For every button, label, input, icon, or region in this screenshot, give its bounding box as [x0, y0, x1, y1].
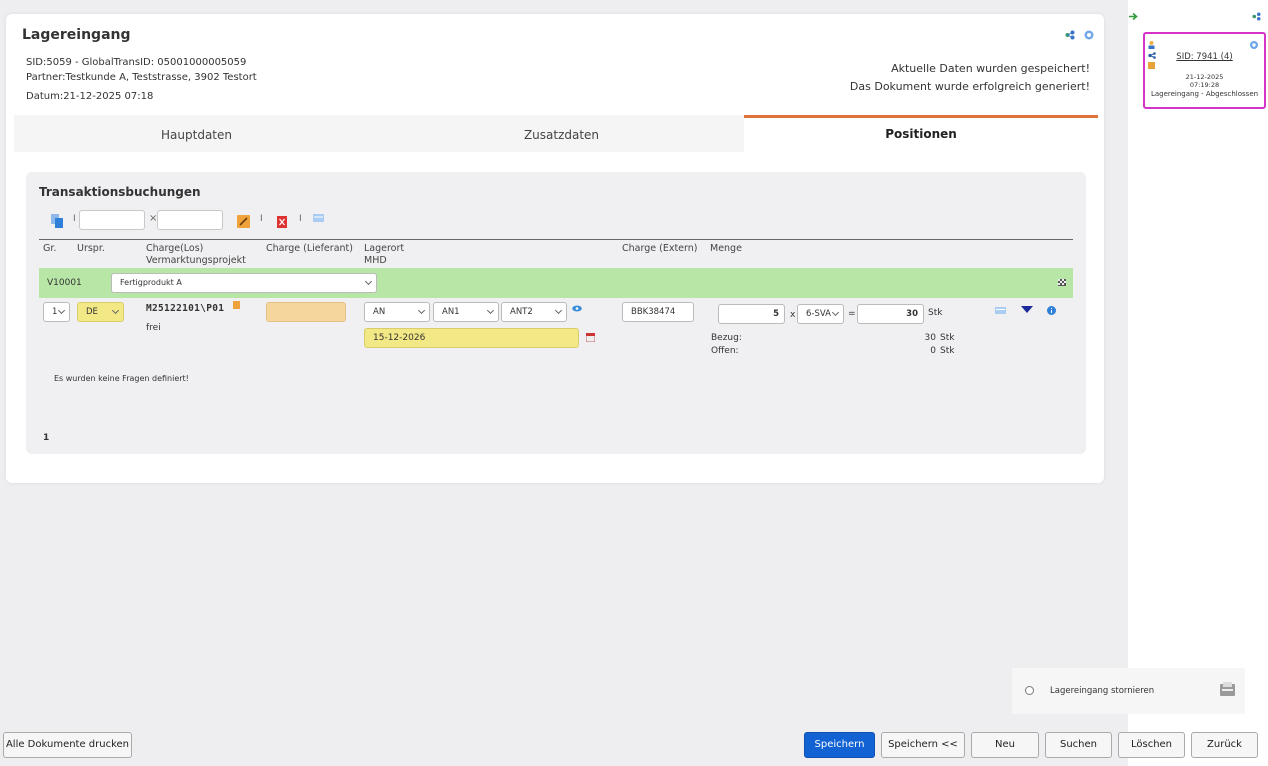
history-status: Lagereingang - Abgeschlossen	[1150, 90, 1259, 98]
cancel-receipt-label: Lagereingang stornieren	[1050, 686, 1155, 696]
checkered-flag-icon[interactable]	[1058, 279, 1066, 286]
col-vermarktungsprojekt: Vermarktungsprojekt	[146, 255, 246, 266]
delete-button[interactable]: Löschen	[1118, 732, 1185, 758]
refresh-icon[interactable]	[1250, 41, 1258, 49]
col-urspr: Urspr.	[77, 243, 105, 254]
offen-value: 0	[930, 346, 936, 356]
bezug-label: Bezug:	[711, 333, 742, 343]
triangle-down-icon[interactable]	[1021, 306, 1033, 313]
cancel-receipt-panel: Lagereingang stornieren	[1012, 668, 1245, 714]
save-and-back-button[interactable]: Speichern <<	[881, 732, 965, 758]
header-divider	[39, 239, 1073, 240]
product-select[interactable]: Fertigprodukt A	[111, 273, 377, 293]
refresh-icon[interactable]	[1084, 30, 1094, 40]
eye-icon[interactable]	[572, 305, 582, 312]
equals-sign: =	[848, 309, 856, 319]
total-input[interactable]: 30	[857, 304, 924, 324]
toolbar-separator: I	[73, 214, 76, 224]
offen-label: Offen:	[711, 346, 739, 356]
history-sidebar: SID: 7941 (4) 21-12-2025 07:19:28 Lagere…	[1128, 0, 1268, 766]
search-button[interactable]: Suchen	[1045, 732, 1112, 758]
bezug-uom: Stk	[940, 333, 955, 343]
back-button[interactable]: Zurück	[1191, 732, 1258, 758]
cancel-receipt-radio[interactable]	[1025, 686, 1034, 695]
bezug-value: 30	[924, 333, 936, 343]
multiply-sign: x	[790, 310, 796, 320]
box-icon	[1148, 62, 1155, 69]
main-card: Lagereingang SID:5059 - GlobalTransID: 0…	[6, 14, 1104, 483]
card-icon[interactable]	[313, 214, 324, 222]
col-charge-lieferant: Charge (Lieferant)	[266, 243, 353, 254]
col-lagerort: Lagerort	[364, 243, 405, 254]
calendar-icon[interactable]	[586, 333, 595, 342]
page-title: Lagereingang	[22, 27, 131, 43]
charge-los-value: M25122101\P01	[146, 303, 225, 314]
charge-status: frei	[146, 323, 161, 333]
tab-positionen[interactable]: Positionen	[744, 115, 1098, 152]
bookmark-icon[interactable]	[233, 301, 240, 309]
panel-title: Transaktionsbuchungen	[39, 185, 201, 199]
offen-uom: Stk	[940, 346, 955, 356]
col-charge-extern: Charge (Extern)	[622, 243, 698, 254]
tab-zusatzdaten[interactable]: Zusatzdaten	[379, 115, 744, 152]
quantity-input[interactable]: 5	[718, 304, 785, 324]
arrow-right-icon[interactable]	[1129, 13, 1138, 20]
unit-select[interactable]: 6-SVA	[797, 304, 844, 324]
info-icon[interactable]	[1047, 306, 1056, 315]
toolbar-input-1[interactable]	[79, 210, 145, 230]
toolbar-input-2[interactable]	[157, 210, 223, 230]
delete-icon[interactable]	[277, 215, 287, 228]
edit-icon[interactable]	[237, 215, 250, 228]
no-questions-text: Es wurden keine Fragen definiert!	[54, 374, 189, 383]
group-row: V10001 Fertigprodukt A	[39, 268, 1073, 298]
lagerort-select-1[interactable]: AN	[364, 302, 430, 322]
col-menge: Menge	[710, 243, 742, 254]
origin-select[interactable]: DE	[77, 302, 124, 322]
status-message-saved: Aktuelle Daten wurden gespeichert!	[891, 62, 1090, 75]
transactions-panel: Transaktionsbuchungen I × I I Gr. Urspr.…	[26, 172, 1086, 454]
sid-line: SID:5059 - GlobalTransID: 05001000005059	[26, 57, 247, 68]
charge-extern-input[interactable]: BBK38474	[622, 302, 694, 322]
status-message-generated: Das Dokument wurde erfolgreich generiert…	[849, 80, 1090, 93]
col-mhd: MHD	[364, 255, 387, 266]
col-gr: Gr.	[43, 243, 57, 254]
cancel-document-icon[interactable]	[1219, 682, 1236, 697]
user-icon	[1148, 41, 1155, 49]
share-icon[interactable]	[1065, 30, 1075, 40]
partner-line: Partner:Testkunde A, Teststrasse, 3902 T…	[26, 72, 257, 83]
gr-select[interactable]: 1	[43, 302, 70, 322]
new-button[interactable]: Neu	[971, 732, 1039, 758]
lagerort-select-3[interactable]: ANT2	[501, 302, 567, 322]
tab-hauptdaten[interactable]: Hauptdaten	[14, 115, 379, 152]
history-date: 21-12-2025	[1185, 73, 1224, 81]
sid-link[interactable]: SID: 7941 (4)	[1176, 52, 1233, 62]
share-icon	[1148, 52, 1156, 59]
card-icon[interactable]	[995, 307, 1006, 314]
toolbar-separator: I	[299, 214, 302, 224]
save-button[interactable]: Speichern	[804, 732, 875, 758]
print-all-button[interactable]: Alle Dokumente drucken	[3, 732, 132, 758]
toolbar-separator: I	[260, 214, 263, 224]
mhd-date-input[interactable]: 15-12-2026	[364, 328, 579, 348]
col-charge-los: Charge(Los)	[146, 243, 204, 254]
charge-lieferant-input[interactable]	[266, 302, 346, 322]
copy-icon[interactable]	[51, 214, 63, 228]
group-code: V10001	[47, 278, 82, 288]
document-history-card[interactable]: SID: 7941 (4) 21-12-2025 07:19:28 Lagere…	[1143, 32, 1266, 109]
share-icon[interactable]	[1252, 12, 1261, 21]
lagerort-select-2[interactable]: AN1	[433, 302, 499, 322]
history-time: 07:19:28	[1189, 81, 1220, 89]
tab-bar: Hauptdaten Zusatzdaten Positionen	[14, 115, 1098, 152]
times-sign: ×	[149, 213, 158, 224]
uom-label: Stk	[928, 308, 943, 318]
page-number[interactable]: 1	[43, 433, 50, 443]
date-line: Datum:21-12-2025 07:18	[26, 91, 154, 102]
